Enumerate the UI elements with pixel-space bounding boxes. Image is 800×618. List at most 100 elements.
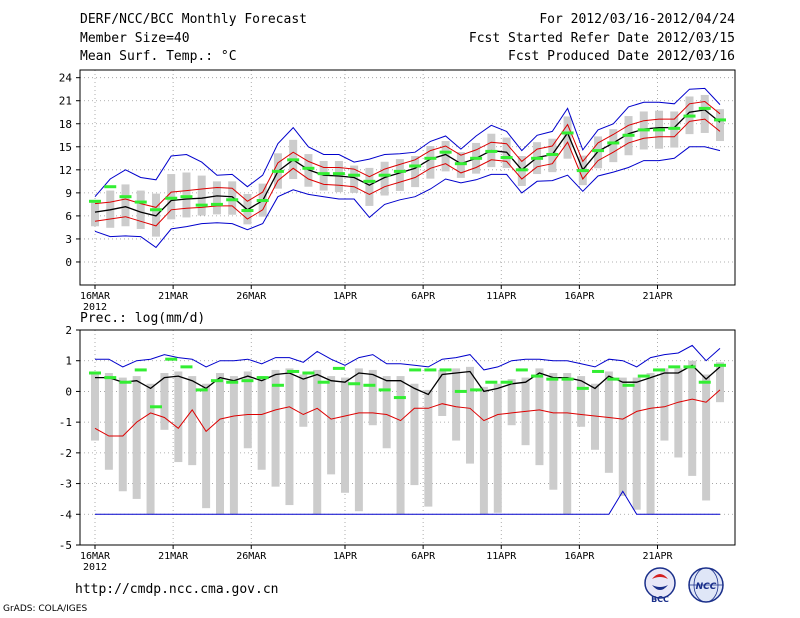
temp-obs-mark: [180, 195, 193, 199]
prec-obs-mark: [561, 377, 574, 381]
prec-obs-mark: [485, 380, 498, 384]
prec-range-bar: [563, 373, 572, 515]
prec-obs-mark: [470, 388, 483, 392]
prec-ytick-label: 0: [65, 385, 72, 398]
temp-range-bar: [91, 200, 99, 227]
footer-url[interactable]: http://cmdp.ncc.cma.gov.cn: [75, 582, 279, 597]
prec-range-bar: [632, 377, 641, 510]
prec-obs-mark: [622, 383, 635, 387]
prec-obs-mark: [287, 369, 300, 373]
temp-range-bar: [700, 94, 709, 133]
prec-range-bar: [535, 368, 544, 466]
temp-xtick-label: 1APR: [333, 291, 358, 302]
temp-obs-mark: [348, 173, 361, 177]
temp-obs-mark: [241, 209, 254, 213]
prec-obs-mark: [424, 368, 437, 372]
temp-obs-mark: [454, 162, 467, 166]
temp-obs-mark: [424, 156, 437, 160]
temp-range-bar: [350, 165, 359, 193]
temp-xtick-label: 6APR: [411, 291, 436, 302]
temp-ytick-label: 18: [59, 118, 72, 131]
temp-obs-mark: [134, 200, 147, 204]
temp-obs-mark: [409, 164, 422, 168]
temp-ytick-label: 0: [65, 256, 72, 269]
prec-range-bar: [299, 374, 308, 427]
temp-obs-mark: [576, 169, 589, 173]
temp-range-bar: [197, 175, 206, 216]
temp-year-label: 2012: [83, 302, 107, 313]
temp-ytick-label: 12: [59, 164, 72, 177]
temp-obs-mark: [592, 149, 605, 153]
prec-range-bar: [132, 376, 141, 499]
temp-ytick-label: 21: [59, 95, 72, 108]
temp-lower-inner-line: [94, 118, 721, 227]
prec-range-bar: [104, 373, 113, 470]
prec-xtick-label: 21APR: [642, 551, 673, 562]
temp-obs-mark: [607, 141, 620, 145]
temp-range-bar: [563, 116, 572, 159]
prec-xtick-label: 16APR: [564, 551, 595, 562]
temp-range-bar: [228, 181, 237, 215]
temp-xtick-label: 21MAR: [158, 291, 189, 302]
temp-obs-mark: [714, 118, 726, 122]
temp-range-bar: [121, 184, 130, 227]
prec-range-bar: [229, 376, 238, 515]
prec-range-bar: [174, 371, 183, 463]
prec-obs-mark: [698, 380, 711, 384]
bcc-logo: BCC: [644, 567, 676, 604]
prec-range-bar: [688, 360, 697, 476]
prec-ytick-label: 2: [65, 324, 72, 337]
temp-ytick-label: 15: [59, 141, 72, 154]
prec-range-bar: [202, 383, 211, 509]
prec-upper-outer-line: [95, 344, 721, 371]
temp-panel: 0 3 6 9 12 15 18 21 24 16MAR 21MAR 26MAR 1APR 6APR 11A…: [59, 69, 736, 313]
member-size-label: Member Size=40: [80, 31, 190, 46]
prec-lower-outer-line: [95, 490, 720, 515]
forecast-period: For 2012/03/16-2012/04/24: [539, 12, 735, 27]
temp-obs-mark: [515, 168, 528, 172]
temp-obs-mark: [698, 106, 711, 110]
prec-lower-inner-line: [94, 389, 721, 437]
prec-ytick-label: -5: [59, 539, 72, 552]
prec-range-bar: [382, 376, 391, 449]
prec-range-bar: [452, 368, 461, 441]
temp-obs-mark: [210, 202, 223, 206]
prec-ytick-label: -1: [59, 416, 72, 429]
temp-xtick-label: 16MAR: [80, 291, 111, 302]
temp-obs-mark: [195, 203, 208, 207]
temp-xtick-label: 21APR: [642, 291, 673, 302]
prec-obs-mark: [592, 369, 605, 373]
temp-obs-mark: [378, 173, 391, 177]
temp-range-bar: [212, 181, 221, 215]
prec-obs-mark: [637, 374, 650, 378]
temp-ytick-label: 6: [65, 210, 72, 223]
prec-range-bar: [146, 383, 155, 515]
prec-obs-mark: [210, 379, 223, 383]
temp-upper-inner-line: [94, 100, 721, 208]
prec-obs-mark: [607, 377, 620, 381]
prec-obs-mark: [89, 371, 101, 375]
prec-obs-mark: [454, 389, 467, 393]
prec-range-bar: [618, 377, 627, 496]
temp-range-bar: [365, 167, 374, 206]
prec-range-bar: [591, 383, 599, 450]
prec-range-bar: [507, 379, 516, 426]
prec-obs-mark: [363, 383, 376, 387]
prec-ytick-label: -3: [59, 478, 72, 491]
prec-xtick-label: 21MAR: [158, 551, 189, 562]
prec-range-bar: [313, 369, 322, 515]
temp-mean-line: [94, 109, 721, 217]
temp-obs-mark: [393, 169, 406, 173]
temp-frame: [79, 69, 736, 286]
ncc-logo: NCC: [688, 567, 724, 603]
prec-range-bar: [216, 373, 224, 515]
temp-obs-mark: [302, 166, 315, 170]
prec-obs-mark: [165, 357, 178, 361]
temp-ytick-label: 9: [65, 187, 72, 200]
prec-obs-mark: [653, 368, 666, 372]
prec-range-bar: [271, 369, 280, 487]
temp-obs-mark: [668, 126, 681, 130]
chart-title: DERF/NCC/BCC Monthly Forecast: [80, 12, 307, 27]
started-date: Fcst Started Refer Date 2012/03/15: [468, 31, 735, 46]
temp-obs-mark: [287, 158, 300, 162]
